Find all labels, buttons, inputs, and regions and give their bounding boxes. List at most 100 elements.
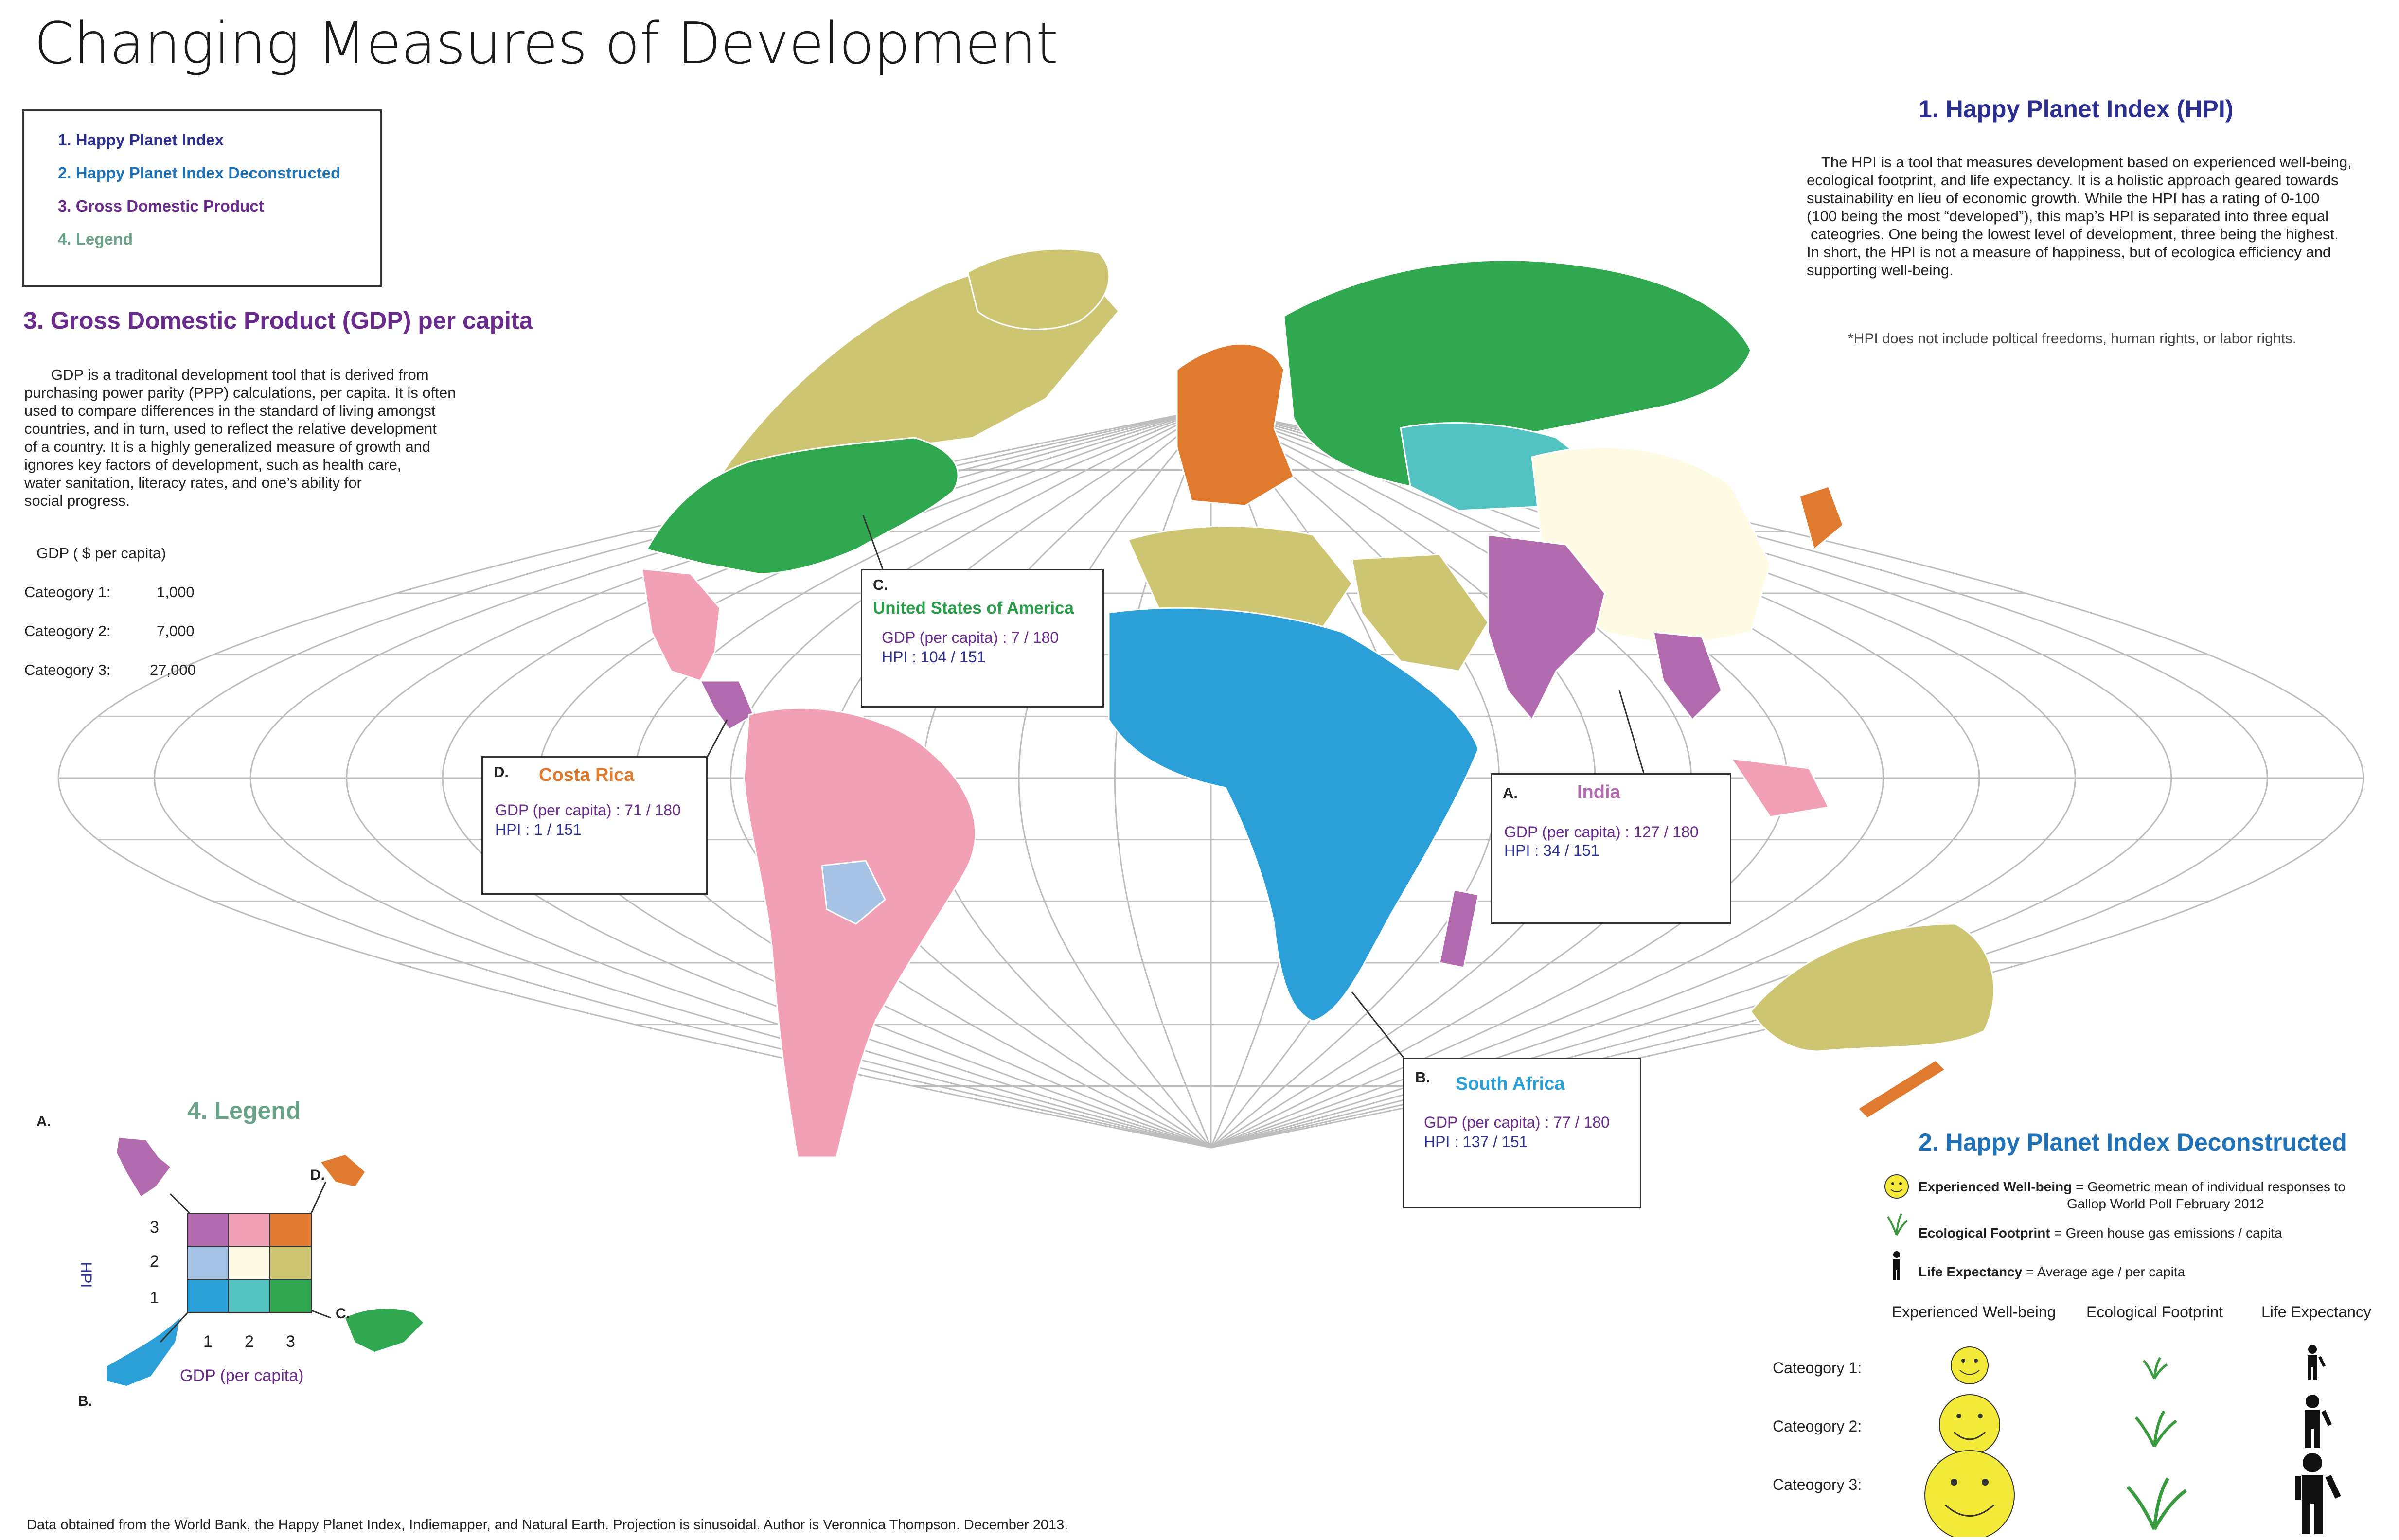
- legend-costa-rica-shape: [321, 1155, 365, 1186]
- callout-hpi: HPI : 34 / 151: [1504, 842, 1599, 859]
- callout-letter: A.: [1503, 784, 1518, 801]
- person-icon: [2305, 1395, 2332, 1448]
- smiley-icon: [1884, 1174, 1909, 1199]
- person-icon: [2295, 1453, 2341, 1534]
- definition-desc: = Green house gas emissions / capita: [2050, 1225, 2282, 1240]
- legend-india-shape: [117, 1138, 170, 1196]
- callout-country-name: Costa Rica: [539, 765, 635, 785]
- legend-connector-c: [311, 1310, 331, 1319]
- toc-item-legend[interactable]: 4. Legend: [58, 230, 133, 248]
- definition-desc: = Average age / per capita: [2022, 1264, 2186, 1279]
- row-label: Cateogory 2:: [1773, 1417, 1862, 1435]
- callout-country-name: United States of America: [873, 599, 1074, 618]
- deconstructed-icons: [1884, 1174, 1909, 1280]
- land-new-zealand: [1856, 1059, 1947, 1119]
- definition-wellbeing-cont: Gallop World Poll February 2012: [2067, 1196, 2264, 1211]
- callout-letter: C.: [873, 576, 888, 593]
- legend-x-tick: 1: [203, 1332, 213, 1351]
- leader-costa-rica: [707, 719, 728, 757]
- gdp-category-label: Cateogory 1:: [24, 584, 111, 601]
- legend-cell: [228, 1213, 270, 1247]
- hpi-line: supporting well-being.: [1807, 262, 1954, 279]
- legend-cell: [187, 1279, 229, 1313]
- legend-grid: [187, 1213, 312, 1313]
- gdp-line: GDP is a traditonal development tool tha…: [51, 366, 429, 383]
- legend-x-tick: 3: [286, 1332, 295, 1351]
- gdp-category-value: 1,000: [157, 584, 195, 601]
- gdp-line: ignores key factors of development, such…: [24, 456, 402, 473]
- leader-south-africa: [1351, 991, 1406, 1061]
- gdp-paragraph: GDP is a traditonal development tool tha…: [24, 366, 511, 510]
- callout-country-name: India: [1577, 782, 1620, 802]
- callout-letter: D.: [494, 763, 509, 780]
- land-australia: [1750, 923, 1995, 1052]
- hpi-line: sustainability en lieu of economic growt…: [1807, 190, 2320, 207]
- gdp-category-value: 7,000: [157, 622, 195, 639]
- leader-india: [1618, 690, 1645, 774]
- grass-icon: [2134, 1410, 2177, 1448]
- callout-gdp: GDP (per capita) : 127 / 180: [1504, 823, 1699, 841]
- column-header: Life Expectancy: [2261, 1303, 2371, 1321]
- landmasses: [641, 248, 1995, 1158]
- legend-connector-b: [160, 1310, 191, 1343]
- callout-south-africa[interactable]: B. South Africa GDP (per capita) : 77 / …: [1403, 1058, 1641, 1208]
- legend-corner-a: A.: [36, 1114, 51, 1130]
- land-europe: [1176, 343, 1295, 507]
- land-central-america: [699, 680, 755, 730]
- gdp-category-label: Cateogory 2:: [24, 622, 111, 639]
- callout-india[interactable]: A. India GDP (per capita) : 127 / 180 HP…: [1491, 773, 1731, 924]
- grass-icon: [2143, 1357, 2168, 1380]
- callout-costa-rica[interactable]: D. Costa Rica GDP (per capita) : 71 / 18…: [481, 756, 708, 895]
- definition-desc: = Geometric mean of individual responses…: [2072, 1179, 2346, 1194]
- callout-gdp: GDP (per capita) : 71 / 180: [495, 801, 681, 819]
- land-mexico: [641, 568, 721, 682]
- toc-item-hpi[interactable]: 1. Happy Planet Index: [58, 131, 224, 149]
- leader-usa: [862, 515, 884, 569]
- gdp-line: purchasing power parity (PPP) calculatio…: [24, 384, 456, 401]
- legend-y-tick: 2: [150, 1252, 159, 1271]
- legend-x-tick: 2: [245, 1332, 254, 1351]
- gdp-line: used to compare differences in the stand…: [24, 402, 436, 419]
- smiley-icon: [1939, 1394, 2000, 1455]
- legend-corner-c: C.: [336, 1306, 350, 1322]
- callout-usa[interactable]: C. United States of America GDP (per cap…: [861, 569, 1104, 708]
- toc-item-gdp[interactable]: 3. Gross Domestic Product: [58, 197, 264, 215]
- row-label: Cateogory 3:: [1773, 1476, 1862, 1493]
- legend-corner-b: B.: [78, 1393, 92, 1409]
- definition-term: Experienced Well-being: [1919, 1179, 2072, 1194]
- gdp-unit-label: GDP ( $ per capita): [36, 545, 166, 562]
- callout-gdp: GDP (per capita) : 7 / 180: [882, 629, 1059, 646]
- deconstructed-heading: 2. Happy Planet Index Deconstructed: [1919, 1129, 2347, 1156]
- legend-cell: [269, 1246, 312, 1280]
- legend-corner-d: D.: [310, 1167, 325, 1183]
- legend-connector-a: [169, 1193, 191, 1214]
- grass-icon: [1887, 1213, 1908, 1236]
- land-north-africa: [1127, 525, 1353, 633]
- toc-item-hpi-deconstructed[interactable]: 2. Happy Planet Index Deconstructed: [58, 164, 341, 182]
- gdp-category-value: 27,000: [150, 661, 196, 678]
- legend-cell: [187, 1246, 229, 1280]
- legend-cell: [269, 1279, 312, 1313]
- smiley-icon: [1924, 1450, 2015, 1537]
- table-of-contents: 1. Happy Planet Index 2. Happy Planet In…: [22, 109, 382, 287]
- hpi-line: (100 being the most “developed”), this m…: [1807, 208, 2328, 225]
- gdp-heading: 3. Gross Domestic Product (GDP) per capi…: [23, 307, 533, 334]
- legend-cell: [228, 1279, 270, 1313]
- land-madagascar: [1439, 889, 1479, 969]
- land-southeast-asia: [1653, 631, 1723, 721]
- person-icon: [1893, 1251, 1900, 1280]
- category-icon-grid: [1924, 1345, 2341, 1537]
- definition-term: Life Expectancy: [1919, 1264, 2023, 1279]
- legend-heading: 4. Legend: [187, 1097, 301, 1124]
- land-middle-east: [1351, 553, 1489, 672]
- callout-hpi: HPI : 1 / 151: [495, 821, 582, 838]
- definition-life-expectancy: Life Expectancy = Average age / per capi…: [1919, 1264, 2185, 1280]
- legend-usa-shape: [345, 1309, 423, 1352]
- callout-hpi: HPI : 137 / 151: [1424, 1133, 1528, 1151]
- definition-term: Ecological Footprint: [1919, 1225, 2050, 1240]
- hpi-line: The HPI is a tool that measures developm…: [1821, 154, 2352, 171]
- callout-country-name: South Africa: [1456, 1074, 1565, 1094]
- legend-y-axis-label: HPI: [77, 1262, 95, 1288]
